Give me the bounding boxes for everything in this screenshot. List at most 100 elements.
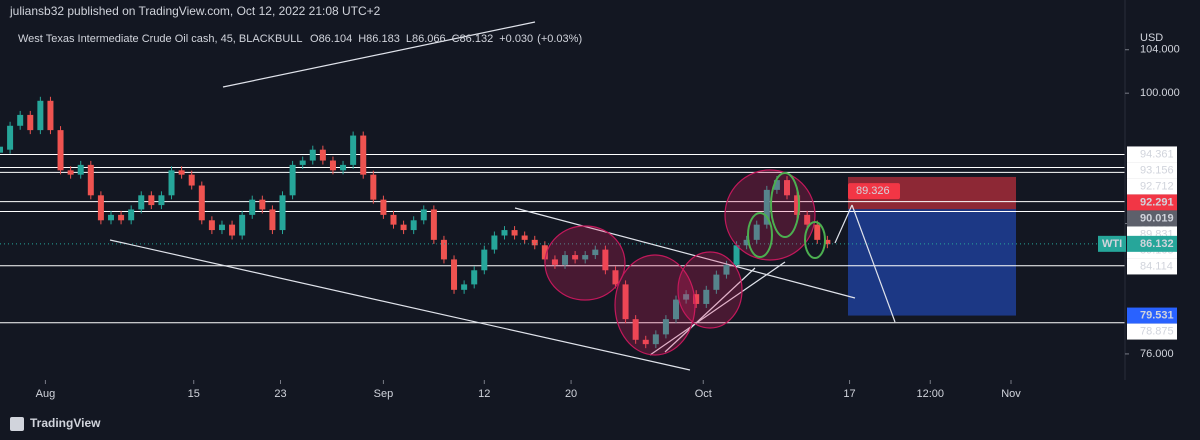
level-label: 78.875 — [1140, 325, 1174, 337]
candle-body — [531, 239, 538, 246]
candle-body — [218, 224, 225, 231]
entry-label-bg — [848, 183, 900, 200]
level-label-bg — [1127, 146, 1177, 163]
candle-body — [87, 164, 94, 196]
candle-body — [572, 255, 579, 260]
ohlc-value: 86.132 — [460, 33, 494, 45]
candle-body — [753, 224, 760, 240]
candle-body — [592, 249, 599, 256]
candle-body — [299, 160, 306, 165]
candle-body — [662, 319, 669, 335]
candle-body — [249, 199, 256, 215]
candle-body — [370, 174, 377, 200]
candle-body — [602, 249, 609, 271]
level-label: 79.531 — [1140, 309, 1174, 321]
candle-body — [451, 259, 458, 290]
trend-line — [514, 207, 856, 299]
x-tick-label: 15 — [188, 388, 200, 400]
ohlc-value: 86.183 — [366, 33, 400, 45]
pattern-circle — [747, 212, 773, 258]
ohlc-key: O — [310, 33, 319, 45]
candle-body — [804, 214, 811, 225]
ohlc-value: 86.104 — [319, 33, 353, 45]
candle-body — [420, 209, 427, 221]
candle-body — [107, 214, 114, 221]
candle-body — [67, 170, 74, 175]
level-label-bg — [1127, 307, 1177, 324]
x-tick-label: 17 — [843, 388, 855, 400]
candle-body — [208, 220, 215, 231]
candle-body — [279, 195, 286, 231]
candle-body — [390, 214, 397, 225]
arrow-line — [851, 204, 896, 323]
candle-body — [541, 245, 548, 260]
candle-body — [783, 180, 790, 196]
candle-body — [814, 224, 821, 240]
target-zone — [848, 209, 1016, 316]
candle-body — [77, 164, 84, 175]
candle-body — [693, 294, 700, 304]
candle-body — [763, 189, 770, 225]
candle-body — [380, 199, 387, 215]
candle-body — [622, 284, 629, 320]
last-price-label: 86.132 — [1140, 238, 1174, 250]
candle-body — [47, 100, 54, 131]
x-tick-label: 20 — [565, 388, 577, 400]
candle-body — [642, 339, 649, 345]
y-tick-label: 104.000 — [1140, 44, 1180, 56]
y-tick-label: 100.000 — [1140, 87, 1180, 99]
candle-body — [229, 224, 236, 236]
ohlc-key: L — [406, 33, 412, 45]
candle-body — [259, 199, 266, 210]
trend-line — [109, 239, 691, 371]
candle-body — [309, 149, 316, 161]
candle-body — [7, 125, 14, 150]
candle-body — [269, 209, 276, 231]
entry-label: 89.326 — [856, 185, 890, 197]
candle-body — [562, 255, 569, 265]
candle-body — [461, 284, 468, 290]
candle-body — [632, 319, 639, 340]
candle-body — [188, 174, 195, 186]
candle-body — [118, 214, 125, 221]
candle-body — [521, 235, 528, 240]
level-label-bg — [1127, 210, 1177, 227]
level-label-bg — [1127, 162, 1177, 179]
x-tick-label: Oct — [695, 388, 712, 400]
publisher-header: juliansb32 published on TradingView.com,… — [9, 4, 381, 18]
highlight-circle — [614, 254, 696, 356]
candle-body — [773, 180, 780, 190]
level-label: 92.291 — [1140, 196, 1174, 208]
pattern-circle — [804, 221, 826, 259]
candle-body — [612, 270, 619, 285]
candle-body — [158, 195, 165, 206]
candle-body — [350, 135, 357, 165]
symbol-tag-bg — [1098, 235, 1126, 252]
candle-body — [178, 170, 185, 175]
candle-body — [17, 114, 24, 126]
level-label-bg — [1127, 178, 1177, 195]
candle-body — [168, 170, 175, 196]
level-label: 94.361 — [1140, 148, 1174, 160]
brand-logo — [10, 417, 24, 431]
ohlc-key: H — [358, 33, 366, 45]
candle-body — [511, 230, 518, 236]
candle-body — [824, 239, 831, 245]
candle-body — [57, 130, 64, 171]
pattern-circle — [770, 172, 800, 238]
level-label-bg — [1127, 194, 1177, 211]
y-axis-label: USD — [1140, 32, 1163, 44]
candle-body — [329, 160, 336, 171]
highlight-circle — [677, 251, 743, 329]
candle-body — [582, 255, 589, 260]
candle-body — [340, 164, 347, 171]
y-tick-label: 76.000 — [1140, 348, 1174, 360]
candle-body — [501, 230, 508, 236]
candle-body — [481, 249, 488, 271]
x-tick-label: Aug — [36, 388, 56, 400]
x-tick-label: Sep — [374, 388, 394, 400]
symbol-tag: WTI — [1102, 238, 1122, 250]
candle-body — [319, 149, 326, 161]
